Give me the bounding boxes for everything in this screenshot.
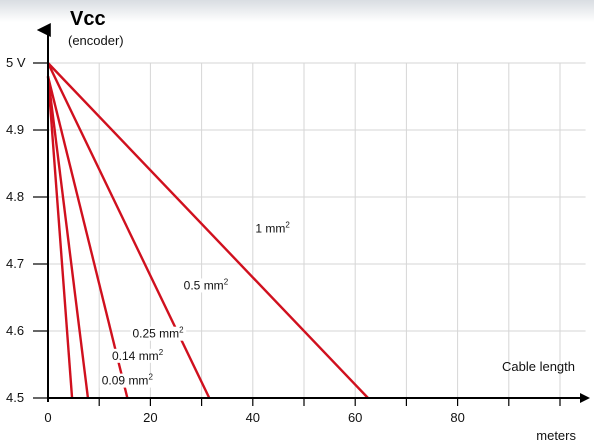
series-label-text-0: 1 mm2 bbox=[255, 221, 290, 236]
y-tick-label-4.6: 4.6 bbox=[6, 323, 24, 338]
axes bbox=[36, 23, 590, 403]
series-label-4: 0.09 mm2 bbox=[99, 373, 156, 388]
series-labels: 1 mm2 0.5 mm2 0.25 mm2 0.14 mm2 0.09 mm2 bbox=[99, 221, 293, 388]
top-gradient-band bbox=[0, 0, 594, 22]
series-lines bbox=[46, 62, 369, 399]
ticks: 0 20 40 60 80 4.5 4.6 4.7 4.8 4.9 5 V bbox=[6, 55, 561, 425]
x-tick-label-80: 80 bbox=[450, 410, 464, 425]
series-line-2 bbox=[46, 76, 129, 399]
x-tick-label-0: 0 bbox=[44, 410, 51, 425]
series-label-3: 0.14 mm2 bbox=[110, 348, 166, 363]
x-tick-label-60: 60 bbox=[348, 410, 362, 425]
y-axis-title: Vcc bbox=[70, 8, 106, 30]
y-tick-label-4.9: 4.9 bbox=[6, 122, 24, 137]
y-tick-label-5: 5 V bbox=[6, 55, 26, 70]
series-label-text-1: 0.5 mm2 bbox=[184, 277, 229, 292]
series-label-text-2: 0.25 mm2 bbox=[132, 326, 184, 341]
series-label-bg-1 bbox=[181, 278, 231, 293]
series-label-2: 0.25 mm2 bbox=[130, 326, 187, 341]
grid bbox=[48, 62, 586, 398]
series-line-0 bbox=[47, 62, 369, 399]
series-line-3 bbox=[46, 76, 90, 399]
x-tick-label-20: 20 bbox=[143, 410, 157, 425]
series-label-1: 0.5 mm2 bbox=[181, 277, 231, 293]
x-tick-label-40: 40 bbox=[246, 410, 260, 425]
y-tick-label-4.5: 4.5 bbox=[6, 390, 24, 405]
series-label-0: 1 mm2 bbox=[253, 221, 293, 236]
series-label-bg-2 bbox=[130, 326, 187, 341]
series-label-text-4: 0.09 mm2 bbox=[102, 373, 154, 388]
x-axis-title: Cable length bbox=[502, 359, 575, 374]
y-tick-label-4.7: 4.7 bbox=[6, 256, 24, 271]
y-axis-subtitle: (encoder) bbox=[68, 33, 124, 48]
series-line-1 bbox=[46, 62, 211, 399]
x-axis-unit: meters bbox=[536, 428, 576, 443]
y-tick-label-4.8: 4.8 bbox=[6, 189, 24, 204]
series-label-bg-3 bbox=[110, 348, 166, 363]
series-line-4 bbox=[46, 76, 74, 399]
series-label-bg-0 bbox=[253, 221, 293, 236]
x-axis-arrow bbox=[580, 393, 590, 403]
series-label-bg-4 bbox=[99, 373, 156, 388]
series-label-text-3: 0.14 mm2 bbox=[112, 348, 164, 363]
